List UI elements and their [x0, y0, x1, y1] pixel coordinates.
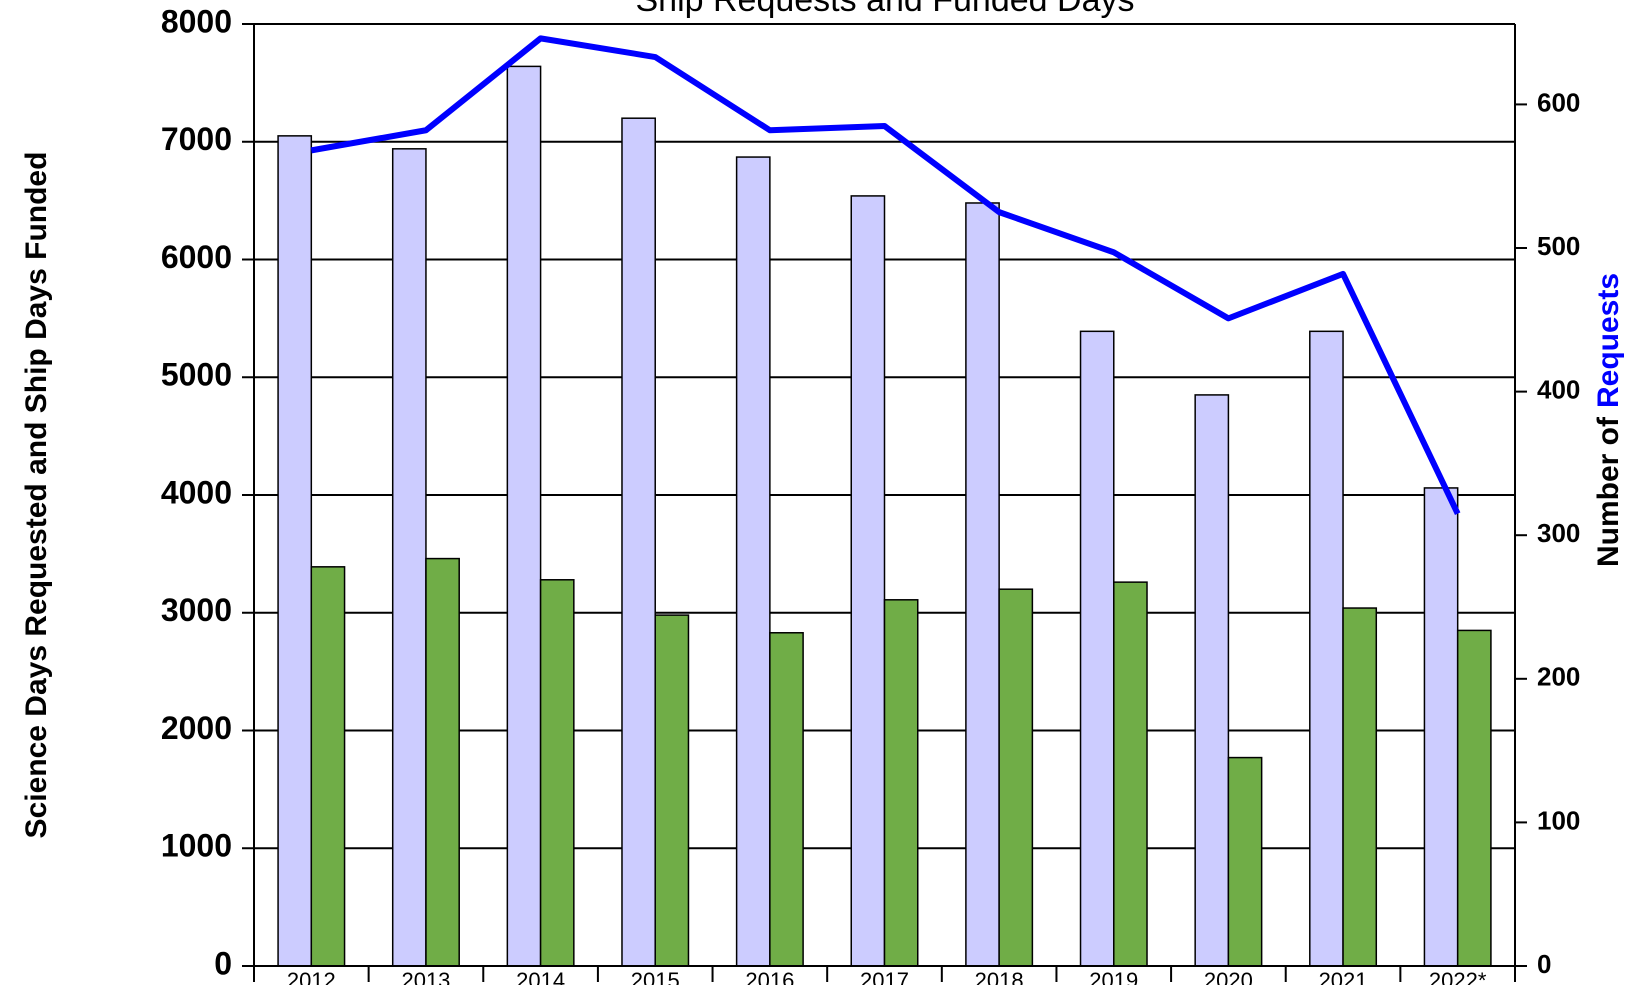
y2-tick-label: 100 [1537, 805, 1580, 835]
bar [1194, 394, 1230, 967]
y2-tick-label: 200 [1537, 662, 1580, 692]
bar [1342, 607, 1378, 967]
x-tick-label: 2020 [1204, 968, 1253, 985]
y2-label-part: Number of [1592, 416, 1625, 567]
bar [1456, 629, 1492, 967]
bar [654, 614, 690, 967]
x-tick-label: 2015 [631, 968, 680, 985]
bar [850, 195, 886, 967]
x-tick-label: 2021 [1319, 968, 1368, 985]
y2-tick-label: 0 [1537, 949, 1551, 979]
x-tick-label: 2014 [516, 968, 565, 985]
bar [883, 599, 919, 967]
y-tick-label: 6000 [161, 239, 232, 275]
y2-tick-label: 400 [1537, 374, 1580, 404]
y2-axis-label: Number of Requests [1592, 273, 1625, 567]
bar [391, 148, 427, 967]
bar [1309, 330, 1344, 967]
y2-tick-label: 600 [1537, 87, 1580, 117]
y-tick-label: 1000 [161, 828, 232, 864]
x-tick-label: 2013 [401, 968, 450, 985]
y2-label-part: Requests [1592, 273, 1625, 408]
x-tick-label: 2022* [1429, 968, 1487, 985]
bar [506, 65, 542, 967]
x-tick-label: 2019 [1089, 968, 1138, 985]
y-axis-label: Science Days Requested and Ship Days Fun… [20, 152, 53, 839]
bar [1423, 487, 1459, 967]
line [310, 35, 1461, 515]
bar [735, 156, 771, 967]
bar [277, 135, 313, 967]
bar [965, 202, 1000, 967]
bar [621, 117, 656, 967]
bar [998, 588, 1034, 967]
bar [539, 579, 575, 967]
y-tick-label: 2000 [161, 710, 232, 746]
y2-tick-label: 300 [1537, 518, 1580, 548]
bar [310, 566, 346, 967]
bar [1113, 581, 1148, 967]
bar [425, 557, 460, 967]
y-tick-label: 7000 [161, 121, 232, 157]
x-tick-label: 2012 [287, 968, 336, 985]
y-tick-label: 8000 [161, 3, 232, 39]
x-tick-label: 2018 [975, 968, 1024, 985]
bar [1227, 756, 1263, 967]
y-tick-label: 0 [214, 945, 232, 981]
chart-title: Ship Requests and Funded Days [636, 0, 1135, 19]
bar [1079, 330, 1115, 967]
y-tick-label: 4000 [161, 474, 232, 510]
y-tick-label: 3000 [161, 592, 232, 628]
y2-tick-label: 500 [1537, 231, 1580, 261]
bar [769, 632, 804, 967]
y-tick-label: 5000 [161, 357, 232, 393]
x-tick-label: 2016 [745, 968, 794, 985]
x-tick-label: 2017 [860, 968, 909, 985]
